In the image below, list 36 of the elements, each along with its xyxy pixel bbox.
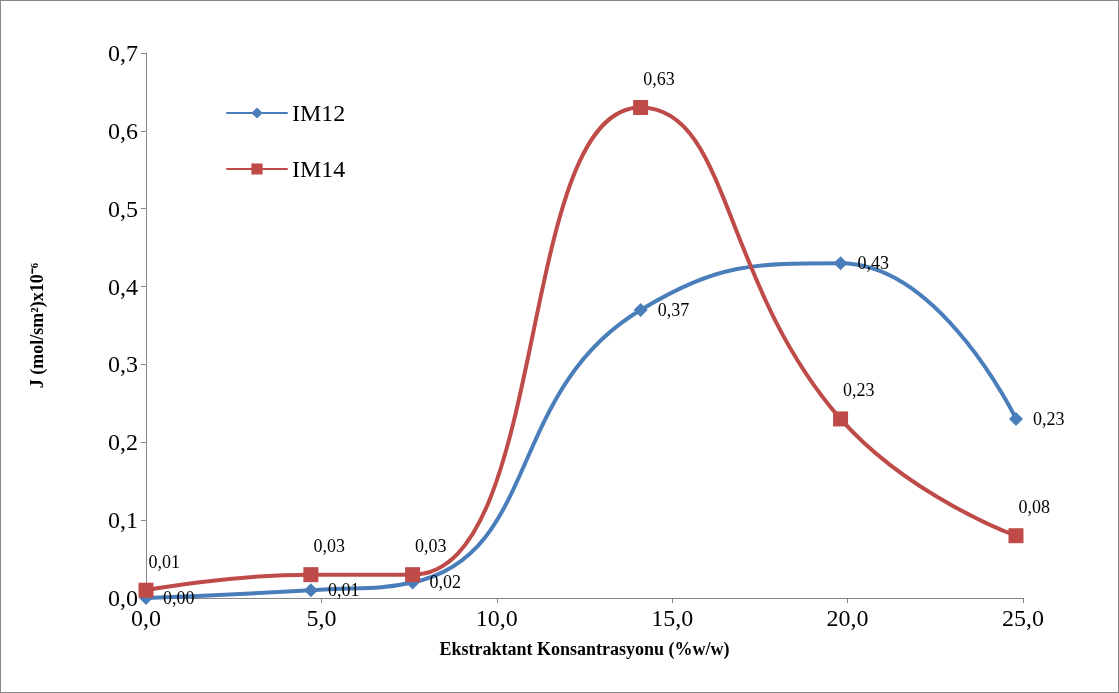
point xyxy=(303,567,319,583)
x-tick-label: 25,0 xyxy=(1002,605,1044,631)
point xyxy=(138,582,154,598)
y-tick-label: 0,6 xyxy=(108,117,138,144)
point xyxy=(633,302,648,317)
point xyxy=(1008,528,1024,544)
y-tick-label: 0,3 xyxy=(108,351,138,378)
legend-label: IM12 xyxy=(292,100,346,126)
x-tick-label: 10,0 xyxy=(475,605,518,631)
x-tick-label: 20,0 xyxy=(826,605,869,631)
x-tick-label: 5,0 xyxy=(306,605,337,631)
y-tick-label: 0,5 xyxy=(108,195,138,222)
y-tick-label: 0,1 xyxy=(108,507,138,534)
point xyxy=(303,583,318,598)
data-label: 0,23 xyxy=(1032,408,1065,429)
y-tick-label: 0,2 xyxy=(108,429,138,456)
point xyxy=(833,411,849,427)
x-axis-title: Ekstraktant Konsantrasyonu (%w/w) xyxy=(439,639,730,660)
data-label: 0,23 xyxy=(843,380,875,401)
data-label: 0,63 xyxy=(643,69,675,89)
data-label: 0,03 xyxy=(415,536,447,557)
y-axis-title: J (mol/sm²)x10⁻⁶ xyxy=(27,262,48,389)
data-label: 0,02 xyxy=(429,572,462,593)
y-tick-label: 0,7 xyxy=(108,40,138,66)
data-label: 0,00 xyxy=(163,588,195,608)
point xyxy=(833,256,848,271)
data-label: 0,03 xyxy=(313,536,345,557)
legend-label: IM14 xyxy=(292,156,346,182)
point xyxy=(1008,411,1023,426)
data-label: 0,08 xyxy=(1018,497,1050,518)
y-tick-label: 0,4 xyxy=(108,273,138,300)
data-label: 0,01 xyxy=(148,551,180,572)
data-label: 0,37 xyxy=(657,299,690,320)
point xyxy=(633,100,649,115)
x-tick-label: 15,0 xyxy=(651,605,694,631)
point xyxy=(405,567,421,583)
